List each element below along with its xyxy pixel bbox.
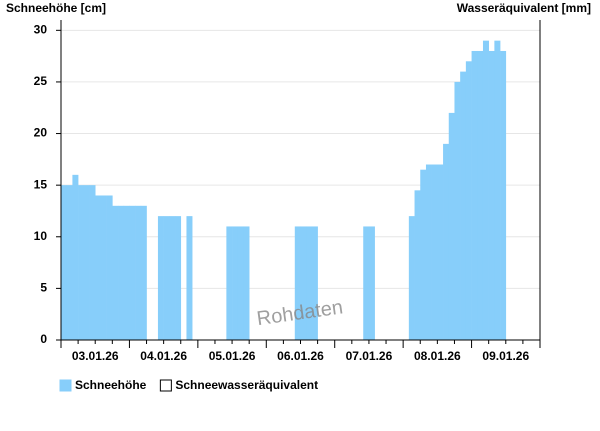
y-tick-label: 30 [34, 22, 48, 36]
area-column [129, 205, 136, 340]
area-column [437, 164, 444, 340]
area-column [112, 205, 119, 340]
y-tick-label: 20 [34, 126, 48, 140]
area-column [118, 205, 125, 340]
area-column [431, 164, 438, 340]
area-column [420, 169, 427, 340]
area-column [425, 164, 432, 340]
x-tick-label: 04.01.26 [140, 349, 187, 363]
y-tick-label: 10 [34, 229, 48, 243]
area-column [89, 185, 96, 340]
area-column [500, 50, 507, 340]
area-column [78, 185, 85, 340]
legend-swatch [59, 379, 72, 392]
x-tick-label: 03.01.26 [72, 349, 119, 363]
area-column [414, 190, 421, 340]
area-column [494, 40, 501, 340]
area-column [106, 195, 113, 340]
area-column [100, 195, 107, 340]
area-column [408, 216, 415, 340]
area-column [443, 143, 450, 340]
area-column [363, 226, 370, 340]
area-column [237, 226, 244, 340]
area-column [368, 226, 375, 340]
area-column [306, 226, 313, 340]
x-tick-label: 08.01.26 [414, 349, 461, 363]
area-column [66, 185, 73, 340]
area-column [460, 71, 467, 340]
area-column [454, 81, 461, 340]
area-column [175, 216, 182, 340]
area-column [300, 226, 307, 340]
area-column [226, 226, 233, 340]
area-column [243, 226, 250, 340]
area-column [311, 226, 318, 340]
area-column [72, 174, 79, 340]
y-tick-label: 0 [40, 332, 47, 346]
area-column [95, 195, 102, 340]
y-tick-label: 15 [34, 177, 48, 191]
area-column [471, 50, 478, 340]
y2-axis-label: Wasseräquivalent [mm] [457, 1, 591, 15]
area-column [294, 226, 301, 340]
area-column [61, 185, 68, 340]
x-tick-label: 05.01.26 [209, 349, 256, 363]
area-column [448, 112, 455, 340]
area-column [135, 205, 142, 340]
area-column [169, 216, 176, 340]
y-axis-label: Schneehöhe [cm] [6, 1, 106, 15]
x-tick-label: 09.01.26 [482, 349, 529, 363]
area-column [482, 40, 489, 340]
area-column [123, 205, 130, 340]
legend-label: Schneehöhe [75, 378, 147, 392]
area-column [140, 205, 147, 340]
y-tick-label: 5 [40, 281, 47, 295]
legend-swatch [159, 379, 172, 392]
y-tick-label: 25 [34, 74, 48, 88]
area-column [488, 50, 495, 340]
area-column [163, 216, 170, 340]
area-column [232, 226, 239, 340]
area-column [186, 216, 193, 340]
x-tick-label: 07.01.26 [346, 349, 393, 363]
area-column [157, 216, 164, 340]
area-column [477, 50, 484, 340]
area-column [465, 61, 472, 341]
area-column [83, 185, 90, 340]
legend-label: Schneewasseräquivalent [175, 378, 318, 392]
x-tick-label: 06.01.26 [277, 349, 324, 363]
